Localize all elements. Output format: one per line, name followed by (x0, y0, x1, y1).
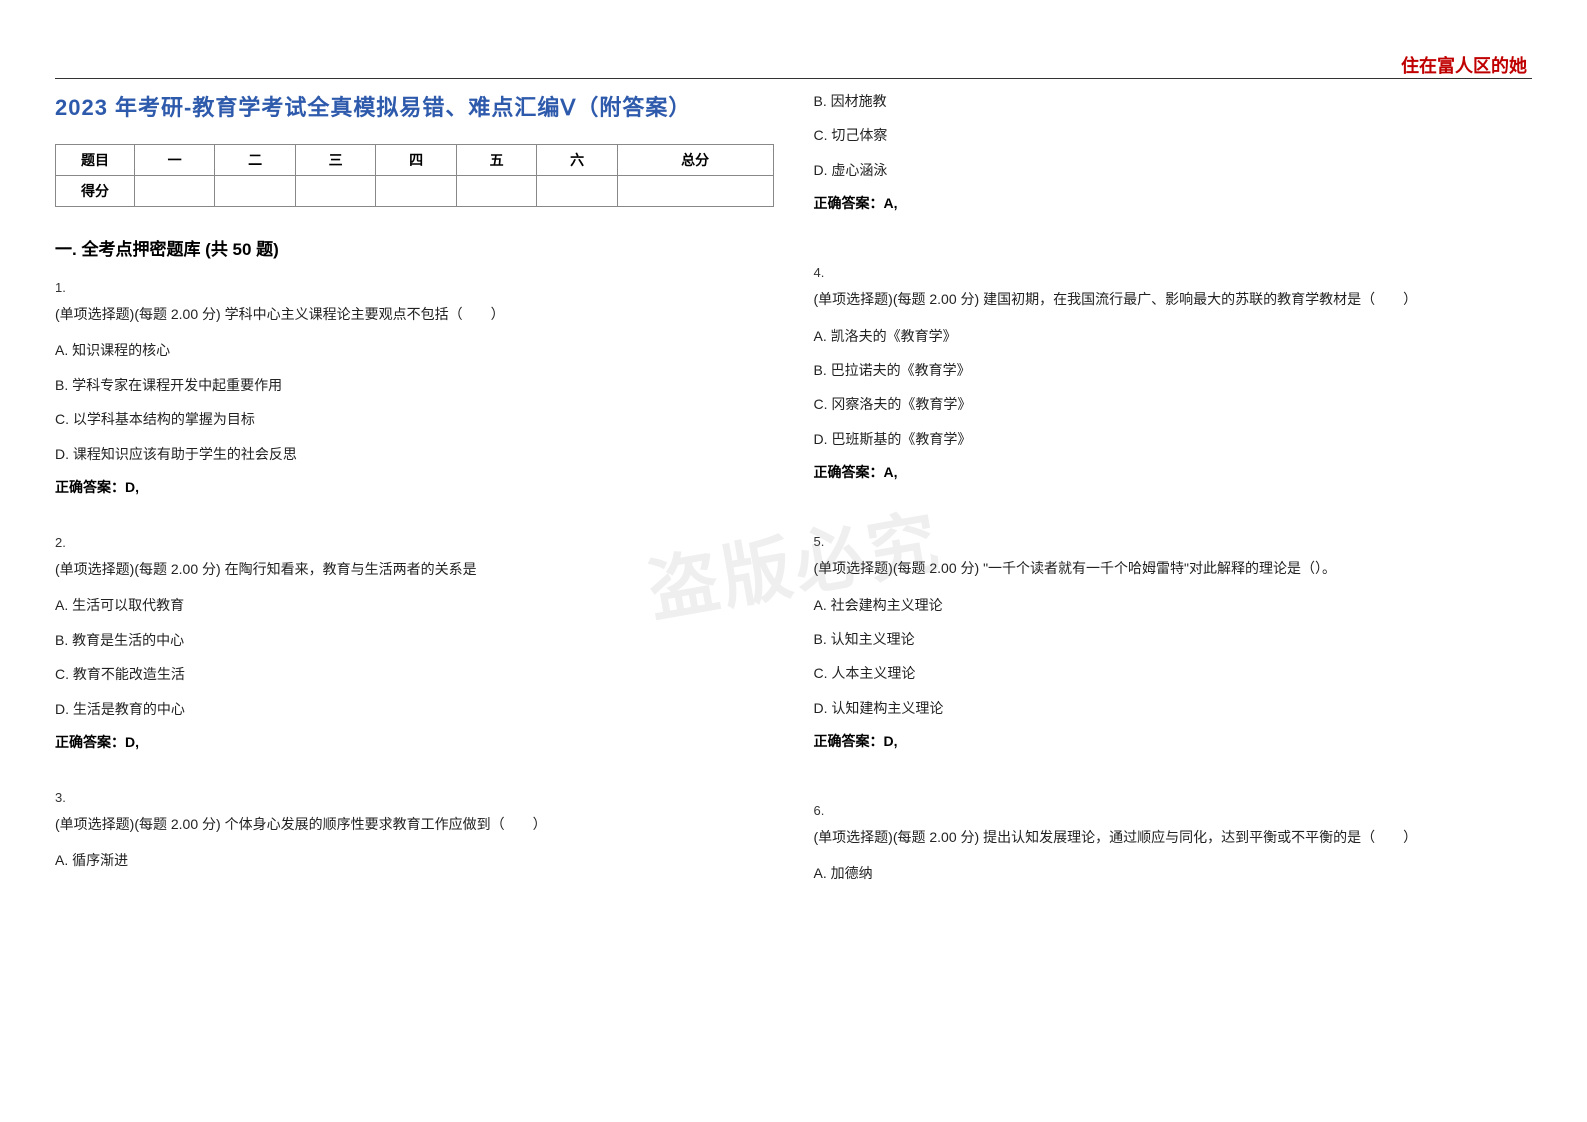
question-prefix: (单项选择题)(每题 2.00 分) (814, 291, 984, 307)
header-divider (55, 78, 1532, 79)
question-option: C. 切己体察 (814, 124, 1533, 146)
question-option: B. 因材施教 (814, 90, 1533, 112)
content-columns: 2023 年考研-教育学考试全真模拟易错、难点汇编Ⅴ（附答案） 题目 一 二 三… (55, 90, 1532, 923)
question-option: B. 学科专家在课程开发中起重要作用 (55, 374, 774, 396)
score-cell (295, 176, 375, 207)
question-answer: 正确答案：A, (814, 193, 1533, 213)
question-answer: 正确答案：D, (814, 731, 1533, 751)
answer-label: 正确答案： (814, 733, 884, 749)
question-stem: (单项选择题)(每题 2.00 分) "一千个读者就有一千个哈姆雷特"对此解释的… (814, 557, 1533, 579)
score-header-cell: 总分 (617, 145, 773, 176)
question-option: D. 巴班斯基的《教育学》 (814, 428, 1533, 450)
question-prefix: (单项选择题)(每题 2.00 分) (55, 816, 225, 832)
question-stem-text: 个体身心发展的顺序性要求教育工作应做到（ ） (225, 816, 547, 832)
question-option: B. 教育是生活的中心 (55, 629, 774, 651)
question-prefix: (单项选择题)(每题 2.00 分) (55, 561, 225, 577)
question-stem-text: 提出认知发展理论，通过顺应与同化，达到平衡或不平衡的是（ ） (983, 829, 1417, 845)
question-prefix: (单项选择题)(每题 2.00 分) (814, 560, 984, 576)
score-header-cell: 二 (215, 145, 295, 176)
question-number: 4. (814, 265, 1533, 280)
question-option: C. 教育不能改造生活 (55, 663, 774, 685)
question-option: A. 知识课程的核心 (55, 339, 774, 361)
question-2: 2. (单项选择题)(每题 2.00 分) 在陶行知看来，教育与生活两者的关系是… (55, 535, 774, 752)
question-answer: 正确答案：D, (55, 732, 774, 752)
question-prefix: (单项选择题)(每题 2.00 分) (814, 829, 984, 845)
score-header-cell: 五 (456, 145, 536, 176)
score-table-header-row: 题目 一 二 三 四 五 六 总分 (56, 145, 774, 176)
question-option: C. 人本主义理论 (814, 662, 1533, 684)
question-1: 1. (单项选择题)(每题 2.00 分) 学科中心主义课程论主要观点不包括（ … (55, 280, 774, 497)
score-cell (617, 176, 773, 207)
question-option: D. 认知建构主义理论 (814, 697, 1533, 719)
question-number: 3. (55, 790, 774, 805)
section-heading: 一. 全考点押密题库 (共 50 题) (55, 235, 774, 260)
score-cell (537, 176, 617, 207)
answer-value: D, (884, 733, 898, 749)
question-prefix: (单项选择题)(每题 2.00 分) (55, 306, 225, 322)
question-option: B. 认知主义理论 (814, 628, 1533, 650)
score-header-cell: 六 (537, 145, 617, 176)
answer-value: A, (884, 195, 898, 211)
left-column: 2023 年考研-教育学考试全真模拟易错、难点汇编Ⅴ（附答案） 题目 一 二 三… (55, 90, 774, 923)
score-header-cell: 三 (295, 145, 375, 176)
page-title: 2023 年考研-教育学考试全真模拟易错、难点汇编Ⅴ（附答案） (55, 90, 774, 122)
question-option: C. 以学科基本结构的掌握为目标 (55, 408, 774, 430)
question-option: B. 巴拉诺夫的《教育学》 (814, 359, 1533, 381)
answer-value: D, (125, 479, 139, 495)
question-stem-text: 学科中心主义课程论主要观点不包括（ ） (225, 306, 505, 322)
right-column: B. 因材施教 C. 切己体察 D. 虚心涵泳 正确答案：A, 4. (单项选择… (814, 90, 1533, 923)
question-5: 5. (单项选择题)(每题 2.00 分) "一千个读者就有一千个哈姆雷特"对此… (814, 534, 1533, 751)
question-option: A. 加德纳 (814, 862, 1533, 884)
question-stem: (单项选择题)(每题 2.00 分) 提出认知发展理论，通过顺应与同化，达到平衡… (814, 826, 1533, 848)
score-cell (376, 176, 456, 207)
score-cell (456, 176, 536, 207)
score-row-label: 得分 (56, 176, 135, 207)
score-header-cell: 四 (376, 145, 456, 176)
question-4: 4. (单项选择题)(每题 2.00 分) 建国初期，在我国流行最广、影响最大的… (814, 265, 1533, 482)
question-stem-text: 建国初期，在我国流行最广、影响最大的苏联的教育学教材是（ ） (983, 291, 1417, 307)
question-option: D. 虚心涵泳 (814, 159, 1533, 181)
question-option: A. 社会建构主义理论 (814, 594, 1533, 616)
question-6: 6. (单项选择题)(每题 2.00 分) 提出认知发展理论，通过顺应与同化，达… (814, 803, 1533, 885)
question-stem: (单项选择题)(每题 2.00 分) 个体身心发展的顺序性要求教育工作应做到（ … (55, 813, 774, 835)
score-cell (215, 176, 295, 207)
answer-value: D, (125, 734, 139, 750)
answer-label: 正确答案： (55, 734, 125, 750)
score-table: 题目 一 二 三 四 五 六 总分 得分 (55, 144, 774, 207)
question-number: 5. (814, 534, 1533, 549)
answer-label: 正确答案： (814, 195, 884, 211)
answer-label: 正确答案： (55, 479, 125, 495)
score-cell (134, 176, 214, 207)
score-table-value-row: 得分 (56, 176, 774, 207)
question-stem: (单项选择题)(每题 2.00 分) 学科中心主义课程论主要观点不包括（ ） (55, 303, 774, 325)
answer-value: A, (884, 464, 898, 480)
question-stem: (单项选择题)(每题 2.00 分) 建国初期，在我国流行最广、影响最大的苏联的… (814, 288, 1533, 310)
question-option: A. 凯洛夫的《教育学》 (814, 325, 1533, 347)
question-option: A. 循序渐进 (55, 849, 774, 871)
score-header-cell: 题目 (56, 145, 135, 176)
header-watermark: 住在富人区的她 (1401, 52, 1527, 78)
question-option: C. 冈察洛夫的《教育学》 (814, 393, 1533, 415)
question-stem-text: "一千个读者就有一千个哈姆雷特"对此解释的理论是（）。 (983, 560, 1336, 576)
question-3-continued: B. 因材施教 C. 切己体察 D. 虚心涵泳 正确答案：A, (814, 90, 1533, 213)
question-stem: (单项选择题)(每题 2.00 分) 在陶行知看来，教育与生活两者的关系是 (55, 558, 774, 580)
question-number: 6. (814, 803, 1533, 818)
question-option: A. 生活可以取代教育 (55, 594, 774, 616)
question-number: 2. (55, 535, 774, 550)
question-option: D. 课程知识应该有助于学生的社会反思 (55, 443, 774, 465)
score-header-cell: 一 (134, 145, 214, 176)
question-number: 1. (55, 280, 774, 295)
question-answer: 正确答案：A, (814, 462, 1533, 482)
question-stem-text: 在陶行知看来，教育与生活两者的关系是 (225, 561, 477, 577)
question-option: D. 生活是教育的中心 (55, 698, 774, 720)
question-3: 3. (单项选择题)(每题 2.00 分) 个体身心发展的顺序性要求教育工作应做… (55, 790, 774, 872)
answer-label: 正确答案： (814, 464, 884, 480)
question-answer: 正确答案：D, (55, 477, 774, 497)
